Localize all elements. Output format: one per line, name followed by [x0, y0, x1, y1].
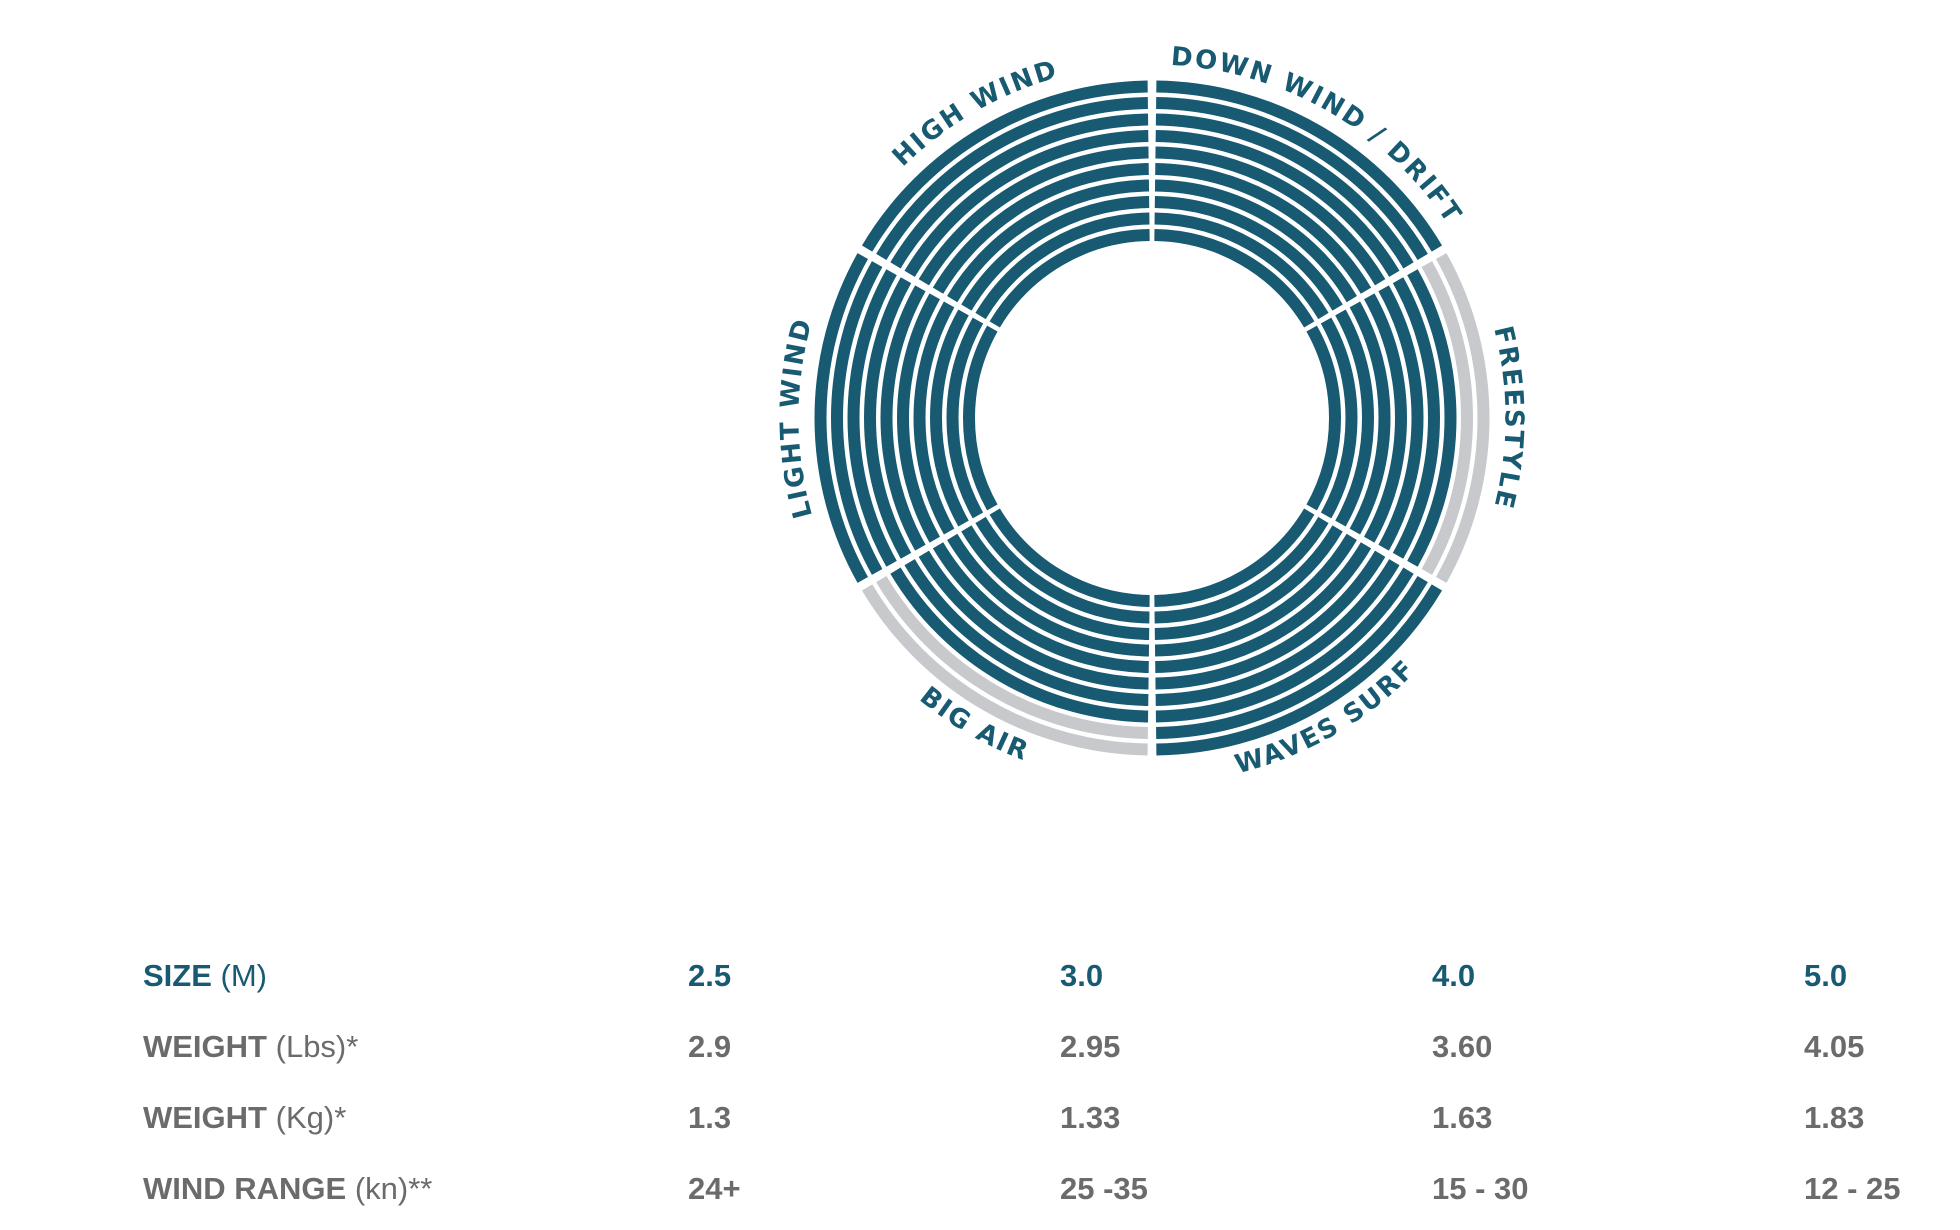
size-value: 5.0: [1804, 957, 1848, 993]
rating-ring-filled: [1155, 550, 1386, 690]
rating-ring-filled: [932, 542, 1149, 673]
weight-lbs-value: 3.60: [1432, 1028, 1493, 1064]
rating-ring-filled: [1155, 542, 1372, 673]
rating-ring-empty: [876, 575, 1148, 739]
weight-kg-value: 1.3: [688, 1099, 732, 1135]
rating-ring-filled: [932, 163, 1149, 294]
segment-label: LIGHT WIND: [775, 315, 819, 522]
rating-ring-filled: [947, 533, 1150, 657]
rating-ring-filled: [1155, 163, 1372, 294]
weight-kg-row: WEIGHT (Kg)* 1.3 1.33 1.63 1.83: [143, 1082, 1903, 1153]
rating-ring-filled: [947, 179, 1150, 303]
rating-ring-empty: [1435, 253, 1490, 583]
wind-range-value: 25 -35: [1060, 1170, 1148, 1206]
rating-ring-filled: [1156, 575, 1428, 739]
rating-ring-filled: [1364, 293, 1407, 543]
weight-kg-unit: (Kg)*: [275, 1099, 347, 1135]
rating-ring-filled: [1349, 301, 1391, 535]
rating-ring-filled: [1154, 516, 1329, 624]
rating-ring-filled: [1154, 229, 1315, 328]
weight-kg-value: 1.63: [1432, 1099, 1493, 1135]
rating-ring-filled: [1154, 196, 1343, 311]
size-value: 2.5: [688, 957, 732, 993]
rating-ring-filled: [897, 293, 940, 543]
rating-ring-filled: [876, 97, 1148, 261]
rating-ring-filled: [1378, 285, 1424, 551]
rating-rings: [814, 80, 1490, 756]
weight-lbs-label-text: WEIGHT: [143, 1028, 267, 1064]
rating-ring-filled: [1154, 508, 1315, 607]
rating-ring-filled: [1335, 309, 1374, 527]
rating-ring-filled: [961, 525, 1150, 640]
size-row: SIZE (M) 2.5 3.0 4.0 5.0: [143, 940, 1903, 1011]
rating-ring-filled: [890, 567, 1149, 723]
rating-ring-filled: [1156, 584, 1443, 756]
wind-range-value: 24+: [688, 1170, 741, 1206]
rating-ring-filled: [1156, 97, 1428, 261]
rating-ring-filled: [1320, 317, 1358, 519]
rating-ring-filled: [1155, 567, 1414, 723]
rating-ring-filled: [975, 212, 1150, 320]
specs-table: SIZE (M) 2.5 3.0 4.0 5.0 WEIGHT (Lbs)* 2…: [143, 940, 1903, 1224]
weight-lbs-row: WEIGHT (Lbs)* 2.9 2.95 3.60 4.05: [143, 1011, 1903, 1082]
rating-ring-filled: [975, 516, 1150, 624]
size-label: SIZE (M): [143, 940, 688, 1011]
weight-lbs-unit: (Lbs)*: [275, 1028, 359, 1064]
rating-ring-filled: [1155, 113, 1414, 269]
rating-ring-filled: [1306, 325, 1341, 511]
rating-ring-filled: [963, 325, 998, 511]
rating-ring-filled: [989, 229, 1150, 328]
wind-range-label-text: WIND RANGE: [143, 1170, 347, 1206]
size-value: 4.0: [1432, 957, 1476, 993]
rating-ring-filled: [989, 508, 1150, 607]
weight-lbs-label: WEIGHT (Lbs)*: [143, 1011, 688, 1082]
weight-kg-value: 1.83: [1804, 1099, 1865, 1135]
weight-kg-value: 1.33: [1060, 1099, 1121, 1135]
weight-lbs-value: 4.05: [1804, 1028, 1865, 1064]
rating-ring-filled: [830, 261, 883, 575]
rating-ring-filled: [930, 309, 969, 527]
rating-ring-empty: [861, 584, 1148, 756]
rating-ring-filled: [961, 196, 1150, 311]
rating-ring-filled: [1154, 179, 1357, 303]
rating-ring-filled: [1155, 130, 1400, 277]
rating-ring-filled: [1392, 277, 1440, 559]
weight-kg-label: WEIGHT (Kg)*: [143, 1082, 688, 1153]
wind-range-unit: (kn)**: [354, 1170, 433, 1206]
rating-ring-filled: [814, 253, 869, 583]
rating-ring-filled: [918, 550, 1149, 690]
rating-ring-filled: [890, 113, 1149, 269]
rating-ring-empty: [1421, 261, 1474, 575]
wind-range-label: WIND RANGE (kn)**: [143, 1153, 688, 1224]
size-label-text: SIZE: [143, 957, 212, 993]
weight-lbs-value: 2.9: [688, 1028, 732, 1064]
wind-range-value: 15 - 30: [1432, 1170, 1529, 1206]
rating-ring-filled: [1154, 525, 1343, 640]
rating-ring-filled: [1155, 559, 1400, 706]
rating-ring-filled: [1156, 80, 1443, 252]
rating-ring-filled: [864, 277, 912, 559]
segment-label: FREESTYLE: [1487, 323, 1528, 513]
wind-range-value: 12 - 25: [1804, 1170, 1901, 1206]
rating-ring-filled: [1155, 146, 1386, 286]
weight-kg-label-text: WEIGHT: [143, 1099, 267, 1135]
rating-ring-filled: [913, 301, 955, 535]
wind-range-row: WIND RANGE (kn)** 24+ 25 -35 15 - 30 12 …: [143, 1153, 1903, 1224]
weight-lbs-value: 2.95: [1060, 1028, 1121, 1064]
rating-ring-filled: [1407, 269, 1457, 567]
rating-ring-filled: [1154, 533, 1357, 657]
rating-ring-filled: [847, 269, 897, 567]
rating-ring-filled: [1154, 212, 1329, 320]
rating-ring-filled: [946, 317, 984, 519]
rating-ring-filled: [861, 80, 1148, 252]
rating-ring-filled: [880, 285, 926, 551]
rating-ring-filled: [918, 146, 1149, 286]
rating-ring-filled: [904, 130, 1149, 277]
size-unit: (M): [220, 957, 268, 993]
size-value: 3.0: [1060, 957, 1104, 993]
rating-ring-filled: [904, 559, 1149, 706]
